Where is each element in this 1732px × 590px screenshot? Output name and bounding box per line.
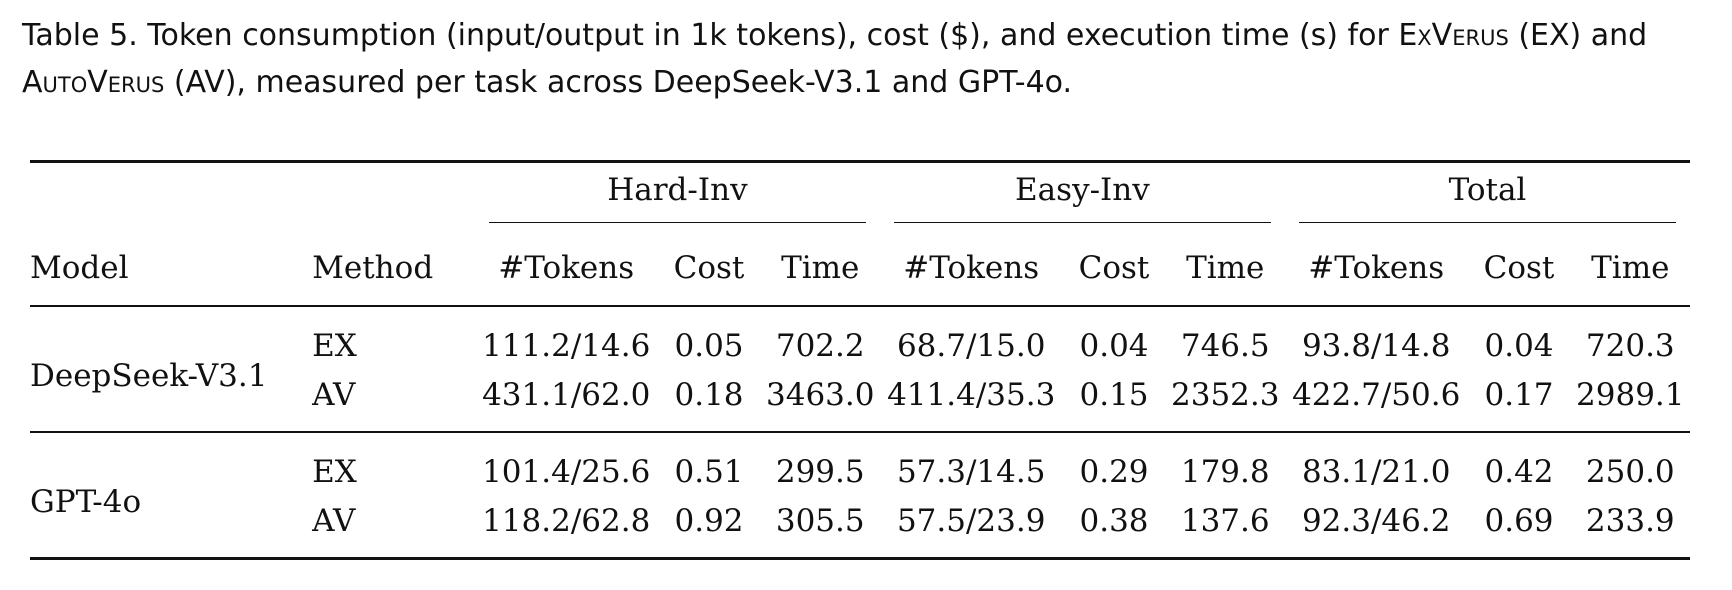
column-header-row: Model Method #Tokens Cost Time #Tokens C… (30, 231, 1690, 306)
cost-cell: 0.29 (1062, 431, 1166, 496)
group-header-row: Hard-Inv Easy-Inv Total (30, 160, 1690, 231)
table-caption: Table 5. Token consumption (input/output… (22, 12, 1712, 106)
model-cell: GPT-4o (30, 431, 313, 560)
group-spacer (312, 160, 475, 231)
time-cell: 702.2 (760, 305, 880, 370)
table-row: DeepSeek-V3.1 EX 111.2/14.6 0.05 702.2 6… (30, 305, 1690, 432)
caption-exverus: ExVerus (1398, 18, 1509, 53)
time-cell: 2352.3 (1171, 376, 1280, 413)
cost-cell: 0.17 (1484, 376, 1554, 413)
tokens-cell: 431.1/62.0 (482, 376, 651, 413)
caption-label: Table 5. (22, 18, 138, 53)
header-cost: Cost (1078, 250, 1150, 286)
tokens-cell: 101.4/25.6 (474, 431, 658, 496)
header-tokens: #Tokens (903, 250, 1040, 286)
time-cell: 3463.0 (766, 376, 875, 413)
tokens-cell: 118.2/62.8 (474, 496, 658, 560)
header-time: Time (1591, 250, 1670, 286)
cost-cell: 0.15 (1079, 376, 1149, 413)
group-total: Total (1284, 160, 1690, 231)
time-cell: 746.5 (1165, 305, 1285, 370)
group-easy-inv: Easy-Inv (879, 160, 1285, 231)
cost-cell: 0.04 (1062, 305, 1166, 370)
group-spacer (30, 160, 313, 231)
tokens-cell: 422.7/50.6 (1292, 376, 1461, 413)
header-tokens: #Tokens (498, 250, 635, 286)
tokens-cell: 111.2/14.6 (474, 305, 658, 370)
time-cell: 2989.1 (1576, 376, 1685, 413)
tokens-cell: 68.7/15.0 (879, 305, 1063, 370)
table-row: AV 431.1/62.0 0.18 3463.0 411.4/35.3 0.1… (30, 370, 1690, 432)
method-cell: EX (312, 431, 475, 496)
results-table: Hard-Inv Easy-Inv Total Model Method #To… (30, 160, 1690, 560)
tokens-cell: 57.3/14.5 (879, 431, 1063, 496)
cost-cell: 0.38 (1062, 496, 1166, 560)
method-cell: EX (312, 305, 475, 370)
header-time: Time (1186, 250, 1265, 286)
cost-cell: 0.92 (657, 496, 761, 560)
caption-text-2: (EX) and (1508, 18, 1648, 53)
header-model: Model (30, 250, 129, 286)
cost-cell: 0.04 (1467, 305, 1571, 370)
caption-autoverus: AutoVerus (22, 65, 165, 100)
time-cell: 299.5 (760, 431, 880, 496)
time-cell: 305.5 (760, 496, 880, 560)
time-cell: 250.0 (1570, 431, 1690, 496)
table-row: GPT-4o EX 101.4/25.6 0.51 299.5 57.3/14.… (30, 431, 1690, 560)
caption-text-3: (AV), measured per task across DeepSeek-… (164, 65, 1073, 100)
time-cell: 179.8 (1165, 431, 1285, 496)
header-tokens: #Tokens (1308, 250, 1445, 286)
time-cell: 233.9 (1570, 496, 1690, 560)
method-cell: AV (312, 376, 356, 413)
header-method: Method (312, 250, 434, 286)
model-cell: DeepSeek-V3.1 (30, 305, 313, 432)
time-cell: 137.6 (1165, 496, 1285, 560)
cost-cell: 0.42 (1467, 431, 1571, 496)
cost-cell: 0.51 (657, 431, 761, 496)
time-cell: 720.3 (1570, 305, 1690, 370)
table-row: AV 118.2/62.8 0.92 305.5 57.5/23.9 0.38 … (30, 496, 1690, 560)
header-time: Time (781, 250, 860, 286)
tokens-cell: 411.4/35.3 (887, 376, 1056, 413)
tokens-cell: 93.8/14.8 (1284, 305, 1468, 370)
cost-cell: 0.05 (657, 305, 761, 370)
tokens-cell: 57.5/23.9 (879, 496, 1063, 560)
header-cost: Cost (1483, 250, 1555, 286)
tokens-cell: 83.1/21.0 (1284, 431, 1468, 496)
header-cost: Cost (673, 250, 745, 286)
caption-text-1: Token consumption (input/output in 1k to… (147, 18, 1399, 53)
method-cell: AV (312, 496, 475, 560)
group-hard-inv: Hard-Inv (474, 160, 880, 231)
cost-cell: 0.18 (674, 376, 744, 413)
tokens-cell: 92.3/46.2 (1284, 496, 1468, 560)
cost-cell: 0.69 (1467, 496, 1571, 560)
